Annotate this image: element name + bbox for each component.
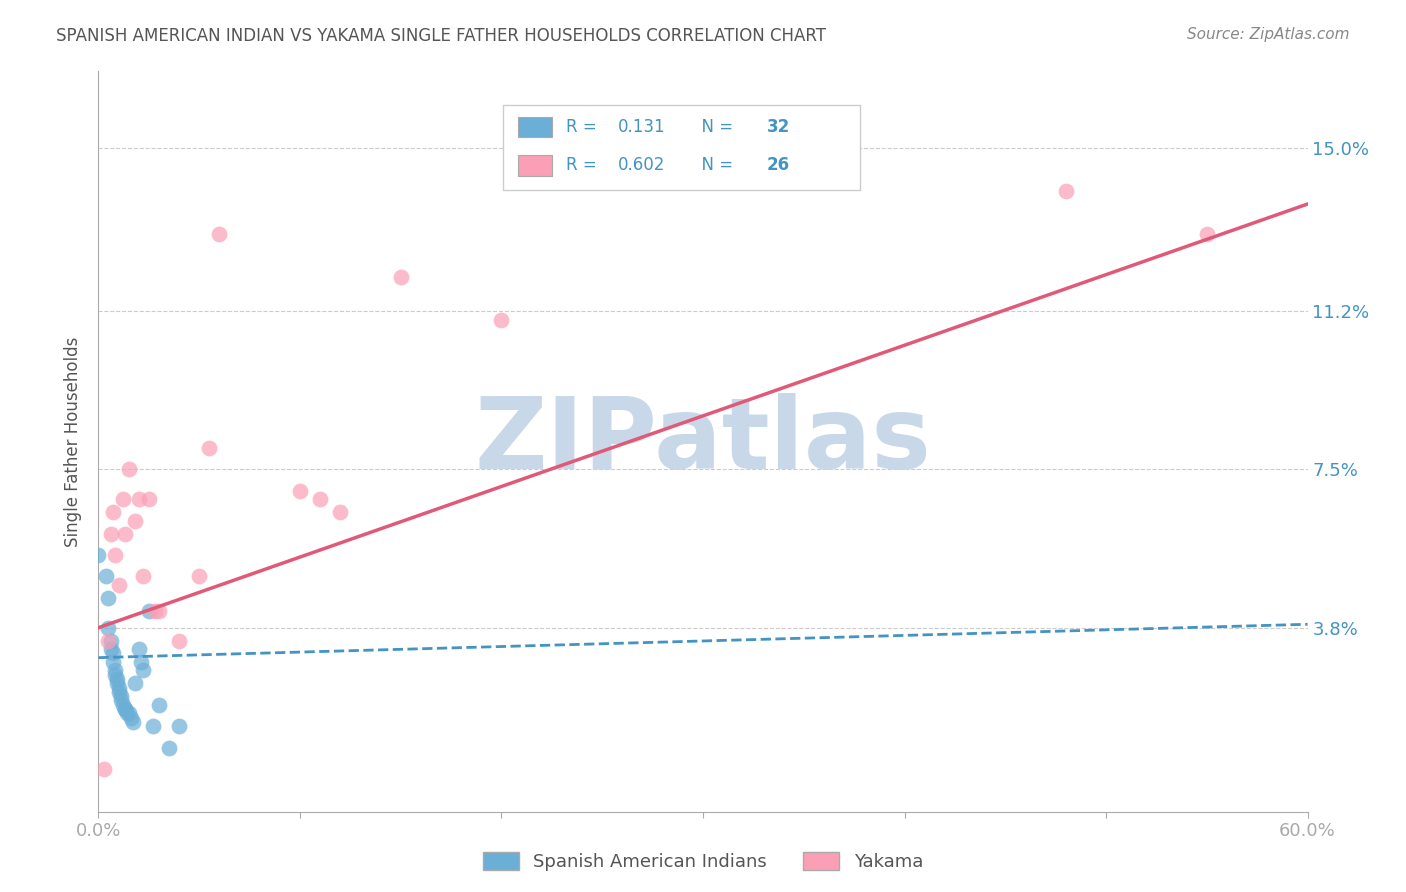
Point <box>309 492 332 507</box>
Point <box>111 698 134 712</box>
Point <box>114 702 136 716</box>
Point <box>121 714 143 729</box>
Point <box>110 689 132 703</box>
Point <box>101 646 124 660</box>
Point <box>96 569 118 583</box>
FancyBboxPatch shape <box>517 117 553 137</box>
Point <box>1195 227 1218 241</box>
Point <box>138 604 160 618</box>
Point <box>105 672 128 686</box>
Point <box>101 655 124 669</box>
Point <box>132 664 155 678</box>
Text: Source: ZipAtlas.com: Source: ZipAtlas.com <box>1187 27 1350 42</box>
Point <box>107 578 129 592</box>
Point <box>491 312 513 326</box>
Point <box>118 706 141 721</box>
Point <box>148 698 170 712</box>
Text: 26: 26 <box>768 156 790 174</box>
Point <box>188 569 211 583</box>
Point <box>100 633 122 648</box>
Text: 0.602: 0.602 <box>619 156 665 174</box>
Point <box>101 505 124 519</box>
Point <box>329 505 352 519</box>
FancyBboxPatch shape <box>503 104 860 190</box>
Point <box>87 548 110 562</box>
Text: 0.131: 0.131 <box>619 118 666 136</box>
Point <box>110 693 132 707</box>
Text: N =: N = <box>690 156 738 174</box>
Point <box>103 667 125 681</box>
Point <box>115 706 138 721</box>
Point <box>208 227 231 241</box>
Point <box>114 702 136 716</box>
Text: N =: N = <box>690 118 738 136</box>
Point <box>114 526 136 541</box>
Point <box>157 740 180 755</box>
Point <box>97 591 120 605</box>
Point <box>167 719 190 733</box>
Point <box>148 604 170 618</box>
Point <box>97 621 120 635</box>
Point <box>124 676 146 690</box>
Point <box>138 492 160 507</box>
Point <box>120 710 142 724</box>
Text: 32: 32 <box>768 118 790 136</box>
Point <box>107 685 129 699</box>
Point <box>111 492 134 507</box>
Point <box>97 633 120 648</box>
Point <box>288 483 311 498</box>
Point <box>129 655 152 669</box>
Text: R =: R = <box>567 156 602 174</box>
Point <box>128 492 150 507</box>
Point <box>100 642 122 657</box>
Point <box>198 441 221 455</box>
Point <box>142 719 165 733</box>
Point <box>124 514 146 528</box>
Point <box>93 762 115 776</box>
Point <box>389 269 412 284</box>
Point <box>103 548 125 562</box>
Text: ZIPatlas: ZIPatlas <box>475 393 931 490</box>
Text: R =: R = <box>567 118 602 136</box>
Point <box>107 681 129 695</box>
Point <box>128 642 150 657</box>
Point <box>103 664 125 678</box>
Y-axis label: Single Father Households: Single Father Households <box>65 336 83 547</box>
Point <box>100 526 122 541</box>
Point <box>132 569 155 583</box>
Point <box>143 604 166 618</box>
Legend: Spanish American Indians, Yakama: Spanish American Indians, Yakama <box>475 845 931 879</box>
Point <box>105 676 128 690</box>
FancyBboxPatch shape <box>517 155 553 176</box>
Point <box>167 633 190 648</box>
Point <box>118 462 141 476</box>
Text: SPANISH AMERICAN INDIAN VS YAKAMA SINGLE FATHER HOUSEHOLDS CORRELATION CHART: SPANISH AMERICAN INDIAN VS YAKAMA SINGLE… <box>56 27 827 45</box>
Point <box>1054 184 1077 198</box>
